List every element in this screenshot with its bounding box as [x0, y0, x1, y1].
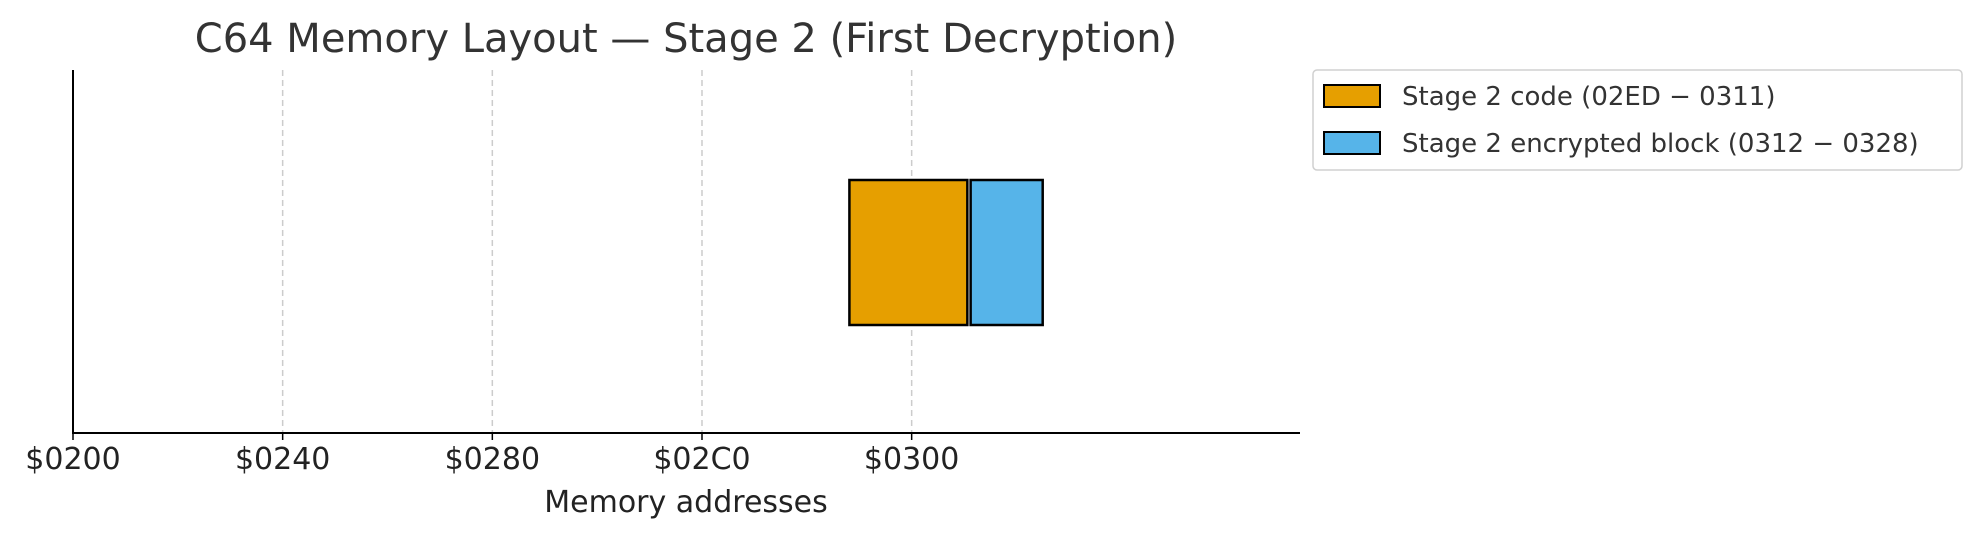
grid-lines — [281, 70, 913, 433]
legend-swatch-stage2-code — [1323, 84, 1381, 108]
chart-title: C64 Memory Layout — Stage 2 (First Decry… — [195, 16, 1177, 62]
x-tick-label: $0200 — [25, 442, 120, 477]
x-ticks: $0200 $0240 $0280 $02C0 $0300 — [25, 433, 959, 477]
x-tick-label: $0280 — [445, 442, 540, 477]
x-tick-label: $02C0 — [653, 442, 750, 477]
legend: Stage 2 code (02ED − 0311) Stage 2 encryp… — [1312, 69, 1963, 171]
x-tick-label: $0300 — [864, 442, 959, 477]
memory-segments — [848, 178, 1044, 327]
legend-label-stage2-encrypted: Stage 2 encrypted block (0312 − 0328) — [1402, 129, 1919, 159]
legend-frame — [1312, 69, 1963, 171]
legend-swatch-stage2-encrypted — [1323, 131, 1381, 155]
stage2-encrypted-block-bar — [969, 178, 1044, 327]
stage2-code-bar — [848, 178, 969, 327]
legend-label-stage2-code: Stage 2 code (02ED − 0311) — [1402, 82, 1775, 112]
axes — [72, 70, 1300, 434]
x-axis-label: Memory addresses — [544, 485, 828, 520]
x-tick-label: $0240 — [235, 442, 330, 477]
